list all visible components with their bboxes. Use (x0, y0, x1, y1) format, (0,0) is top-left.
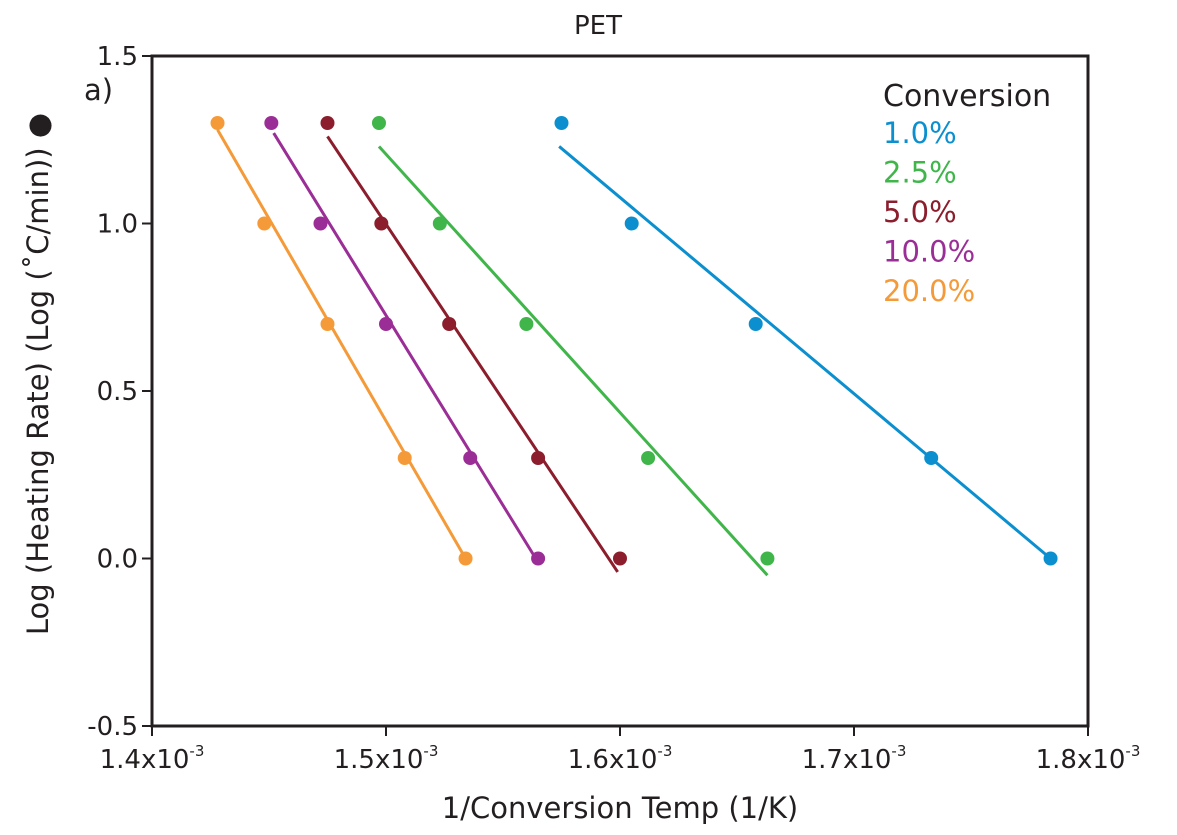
series-20.0% (210, 116, 473, 566)
data-point (554, 116, 569, 130)
x-axis: 1.4x10-3 1.5x10-3 1.6x10-3 1.7x10-3 1.8x10-3 (100, 726, 1141, 775)
data-point (519, 317, 534, 331)
x-tick-label: 1.5x10-3 (334, 742, 439, 775)
data-point (257, 216, 272, 231)
y-tick-label: 1.5 (97, 42, 138, 72)
series-1.0% (554, 116, 1058, 566)
data-point (432, 216, 447, 231)
data-point (374, 216, 389, 231)
data-point (624, 216, 639, 231)
data-point (379, 317, 393, 331)
x-tick-base: 1.7x10 (802, 745, 892, 775)
data-point (1043, 551, 1058, 566)
y-tick-label: -0.5 (87, 712, 138, 742)
x-axis-label: 1/Conversion Temp (1/K) (442, 791, 798, 825)
legend: Conversion 1.0% 2.5% 5.0% 10.0% 20.0% (883, 79, 1051, 308)
data-point (458, 551, 473, 566)
x-tick-exponent: -3 (423, 742, 438, 760)
data-point (264, 116, 279, 130)
y-axis: 1.5 1.0 0.5 0.0 -0.5 (87, 42, 152, 742)
y-tick-label: 0.0 (97, 545, 138, 575)
data-point (313, 216, 328, 231)
x-tick-exponent: -3 (1125, 742, 1140, 760)
panel-label: a) (84, 73, 113, 107)
x-tick-exponent: -3 (891, 742, 906, 760)
x-tick-base: 1.4x10 (100, 745, 190, 775)
data-point (748, 317, 763, 331)
legend-entry: 1.0% (883, 116, 957, 150)
data-point (371, 116, 386, 130)
data-point (320, 317, 335, 331)
data-point (924, 451, 939, 465)
chart-title: PET (574, 11, 622, 41)
data-point (397, 451, 412, 465)
y-tick-label: 1.0 (97, 210, 138, 240)
x-tick-exponent: -3 (657, 742, 672, 760)
x-tick-label: 1.7x10-3 (802, 742, 907, 775)
fit-line (558, 145, 1052, 560)
data-point (210, 116, 225, 130)
x-tick-base: 1.5x10 (334, 745, 424, 775)
data-point (531, 451, 546, 465)
x-tick-exponent: -3 (189, 742, 204, 760)
fit-line (272, 132, 538, 560)
data-point (760, 551, 775, 566)
data-point (442, 317, 457, 331)
data-point (613, 551, 627, 566)
data-point (641, 451, 656, 465)
series-5.0% (320, 116, 627, 573)
series-10.0% (264, 116, 546, 566)
series-2.5% (371, 116, 775, 577)
legend-title: Conversion (883, 79, 1051, 114)
legend-entry: 10.0% (883, 235, 975, 269)
x-tick-base: 1.6x10 (568, 745, 658, 775)
x-tick-label: 1.4x10-3 (100, 742, 205, 775)
fit-line (326, 135, 619, 573)
data-point (463, 451, 478, 465)
x-tick-base: 1.8x10 (1036, 745, 1126, 775)
legend-entries: 1.0% 2.5% 5.0% 10.0% 20.0% (883, 116, 975, 308)
x-tick-label: 1.8x10-3 (1036, 742, 1141, 775)
y-tick-label: 0.5 (97, 377, 138, 407)
fit-line (216, 128, 467, 560)
legend-entry: 20.0% (883, 274, 975, 308)
legend-entry: 2.5% (883, 156, 957, 190)
y-axis-label: Log (Heating Rate) (Log (˚C/min)) ● (21, 113, 55, 635)
x-tick-label: 1.6x10-3 (568, 742, 673, 775)
series-layer (210, 116, 1058, 577)
legend-entry: 5.0% (883, 195, 957, 229)
data-point (320, 116, 335, 130)
data-point (531, 551, 546, 566)
